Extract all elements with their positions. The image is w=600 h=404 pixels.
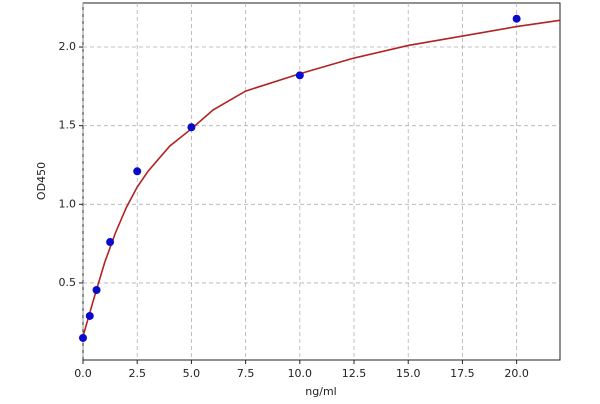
- x-tick-label: 12.5: [342, 367, 367, 380]
- data-point: [295, 71, 304, 80]
- fit-curve: [82, 19, 561, 337]
- data-point: [512, 14, 521, 23]
- x-tick-label: 7.5: [237, 367, 255, 380]
- x-tick-label: 2.5: [128, 367, 146, 380]
- data-point: [79, 333, 87, 342]
- data-point: [133, 167, 142, 176]
- data-point: [85, 311, 94, 320]
- y-tick-label: 2.0: [59, 40, 77, 53]
- y-tick-label: 1.0: [59, 197, 77, 210]
- x-tick-label: 17.5: [450, 367, 475, 380]
- x-tick-label: 0.0: [74, 367, 92, 380]
- y-axis-label: OD450: [35, 162, 48, 200]
- data-point: [92, 286, 101, 295]
- x-axis-label: ng/ml: [305, 385, 336, 398]
- y-tick-label: 0.5: [59, 276, 77, 289]
- x-tick-label: 10.0: [288, 367, 313, 380]
- plot-frame: [82, 2, 561, 361]
- x-tick-label: 15.0: [396, 367, 421, 380]
- data-point: [187, 123, 196, 132]
- y-tick-label: 1.5: [59, 119, 77, 132]
- data-point: [106, 238, 115, 247]
- x-tick-label: 5.0: [183, 367, 201, 380]
- x-tick-label: 20.0: [504, 367, 529, 380]
